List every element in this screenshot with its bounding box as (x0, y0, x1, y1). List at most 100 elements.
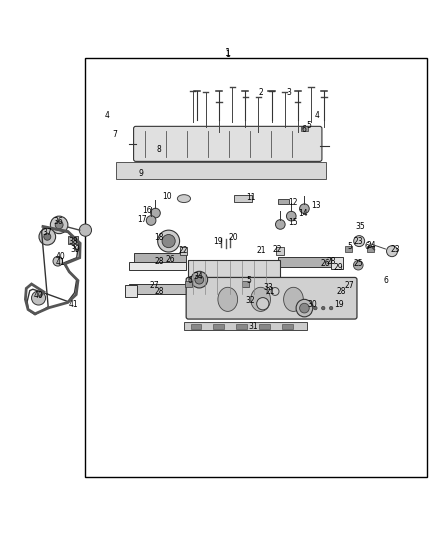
Bar (134, 253, 186, 263)
Text: 32: 32 (246, 296, 255, 305)
Bar (129, 262, 186, 270)
Ellipse shape (314, 306, 317, 310)
FancyBboxPatch shape (134, 126, 322, 161)
Text: 4: 4 (105, 111, 110, 120)
Text: 25: 25 (353, 259, 363, 268)
Ellipse shape (386, 246, 398, 257)
Bar (236, 324, 247, 329)
Bar (276, 247, 284, 255)
Ellipse shape (50, 216, 68, 233)
Ellipse shape (284, 287, 304, 311)
Bar (184, 322, 307, 330)
Bar (68, 236, 78, 244)
Text: 16: 16 (142, 206, 152, 215)
Text: 10: 10 (162, 192, 172, 201)
Ellipse shape (177, 195, 191, 203)
Bar (331, 257, 343, 269)
Text: 26: 26 (165, 255, 175, 263)
Bar (278, 257, 331, 266)
Bar (301, 126, 308, 131)
Text: 33: 33 (263, 282, 273, 292)
Ellipse shape (251, 287, 271, 311)
Text: 31: 31 (248, 322, 258, 332)
Bar (125, 285, 137, 297)
Text: 37: 37 (42, 228, 52, 237)
Bar (337, 287, 350, 300)
Text: 24: 24 (366, 241, 376, 250)
Text: 9: 9 (138, 169, 144, 178)
Ellipse shape (296, 300, 313, 317)
Text: 22: 22 (272, 245, 282, 254)
Ellipse shape (300, 303, 309, 313)
Text: 1: 1 (225, 48, 231, 58)
Text: 11: 11 (246, 193, 255, 202)
Text: 4: 4 (315, 111, 320, 120)
Ellipse shape (53, 256, 63, 266)
Text: 6: 6 (187, 277, 193, 286)
Bar (213, 324, 224, 329)
Ellipse shape (55, 221, 63, 229)
Text: 14: 14 (298, 208, 308, 217)
Text: 22: 22 (178, 246, 188, 255)
Ellipse shape (286, 211, 296, 221)
Bar (242, 281, 249, 287)
Ellipse shape (44, 233, 51, 240)
Ellipse shape (162, 235, 175, 248)
Bar (191, 324, 201, 329)
Text: 6: 6 (384, 277, 389, 286)
FancyBboxPatch shape (186, 278, 357, 319)
Text: 19: 19 (213, 237, 223, 246)
Text: 40: 40 (34, 292, 43, 301)
Bar (234, 195, 252, 201)
Bar (282, 324, 293, 329)
Text: 18: 18 (154, 232, 163, 241)
Ellipse shape (353, 236, 364, 247)
Text: 6: 6 (364, 242, 370, 251)
Text: 28: 28 (154, 287, 164, 296)
Text: 40: 40 (56, 252, 65, 261)
Ellipse shape (321, 306, 325, 310)
Ellipse shape (218, 287, 237, 311)
Ellipse shape (158, 230, 180, 252)
Text: 38: 38 (69, 237, 78, 246)
Text: 28: 28 (336, 287, 346, 296)
Bar (85, 59, 427, 477)
Bar (116, 162, 326, 179)
Text: 23: 23 (390, 245, 400, 254)
Text: 1: 1 (226, 50, 230, 59)
Text: 12: 12 (288, 198, 297, 207)
Text: 23: 23 (353, 237, 363, 246)
Bar (278, 199, 289, 204)
Bar (129, 284, 186, 294)
Text: 2: 2 (258, 87, 263, 96)
Ellipse shape (353, 260, 363, 270)
Text: 28: 28 (327, 257, 336, 266)
Text: 5: 5 (246, 277, 251, 286)
Text: 30: 30 (307, 300, 317, 309)
Bar (345, 246, 352, 252)
Text: 41: 41 (69, 300, 78, 309)
Bar (278, 287, 339, 296)
Text: 34: 34 (193, 272, 203, 281)
Ellipse shape (39, 229, 56, 245)
Text: 21: 21 (266, 287, 276, 296)
Bar (180, 247, 187, 255)
Bar (188, 260, 280, 295)
Text: 20: 20 (228, 232, 238, 241)
Ellipse shape (151, 208, 160, 218)
Ellipse shape (79, 224, 92, 236)
Bar (185, 281, 192, 287)
Ellipse shape (191, 271, 208, 288)
Text: 15: 15 (288, 218, 297, 227)
Text: 41: 41 (56, 259, 65, 268)
Text: 7: 7 (112, 130, 117, 139)
Text: 39: 39 (71, 245, 80, 254)
Text: 3: 3 (286, 87, 292, 96)
Bar (367, 246, 374, 252)
Text: 29: 29 (334, 263, 343, 272)
Text: 21: 21 (257, 246, 266, 255)
Text: 13: 13 (311, 201, 321, 209)
Text: 28: 28 (154, 257, 164, 266)
Text: 27: 27 (150, 281, 159, 290)
Ellipse shape (276, 220, 285, 229)
